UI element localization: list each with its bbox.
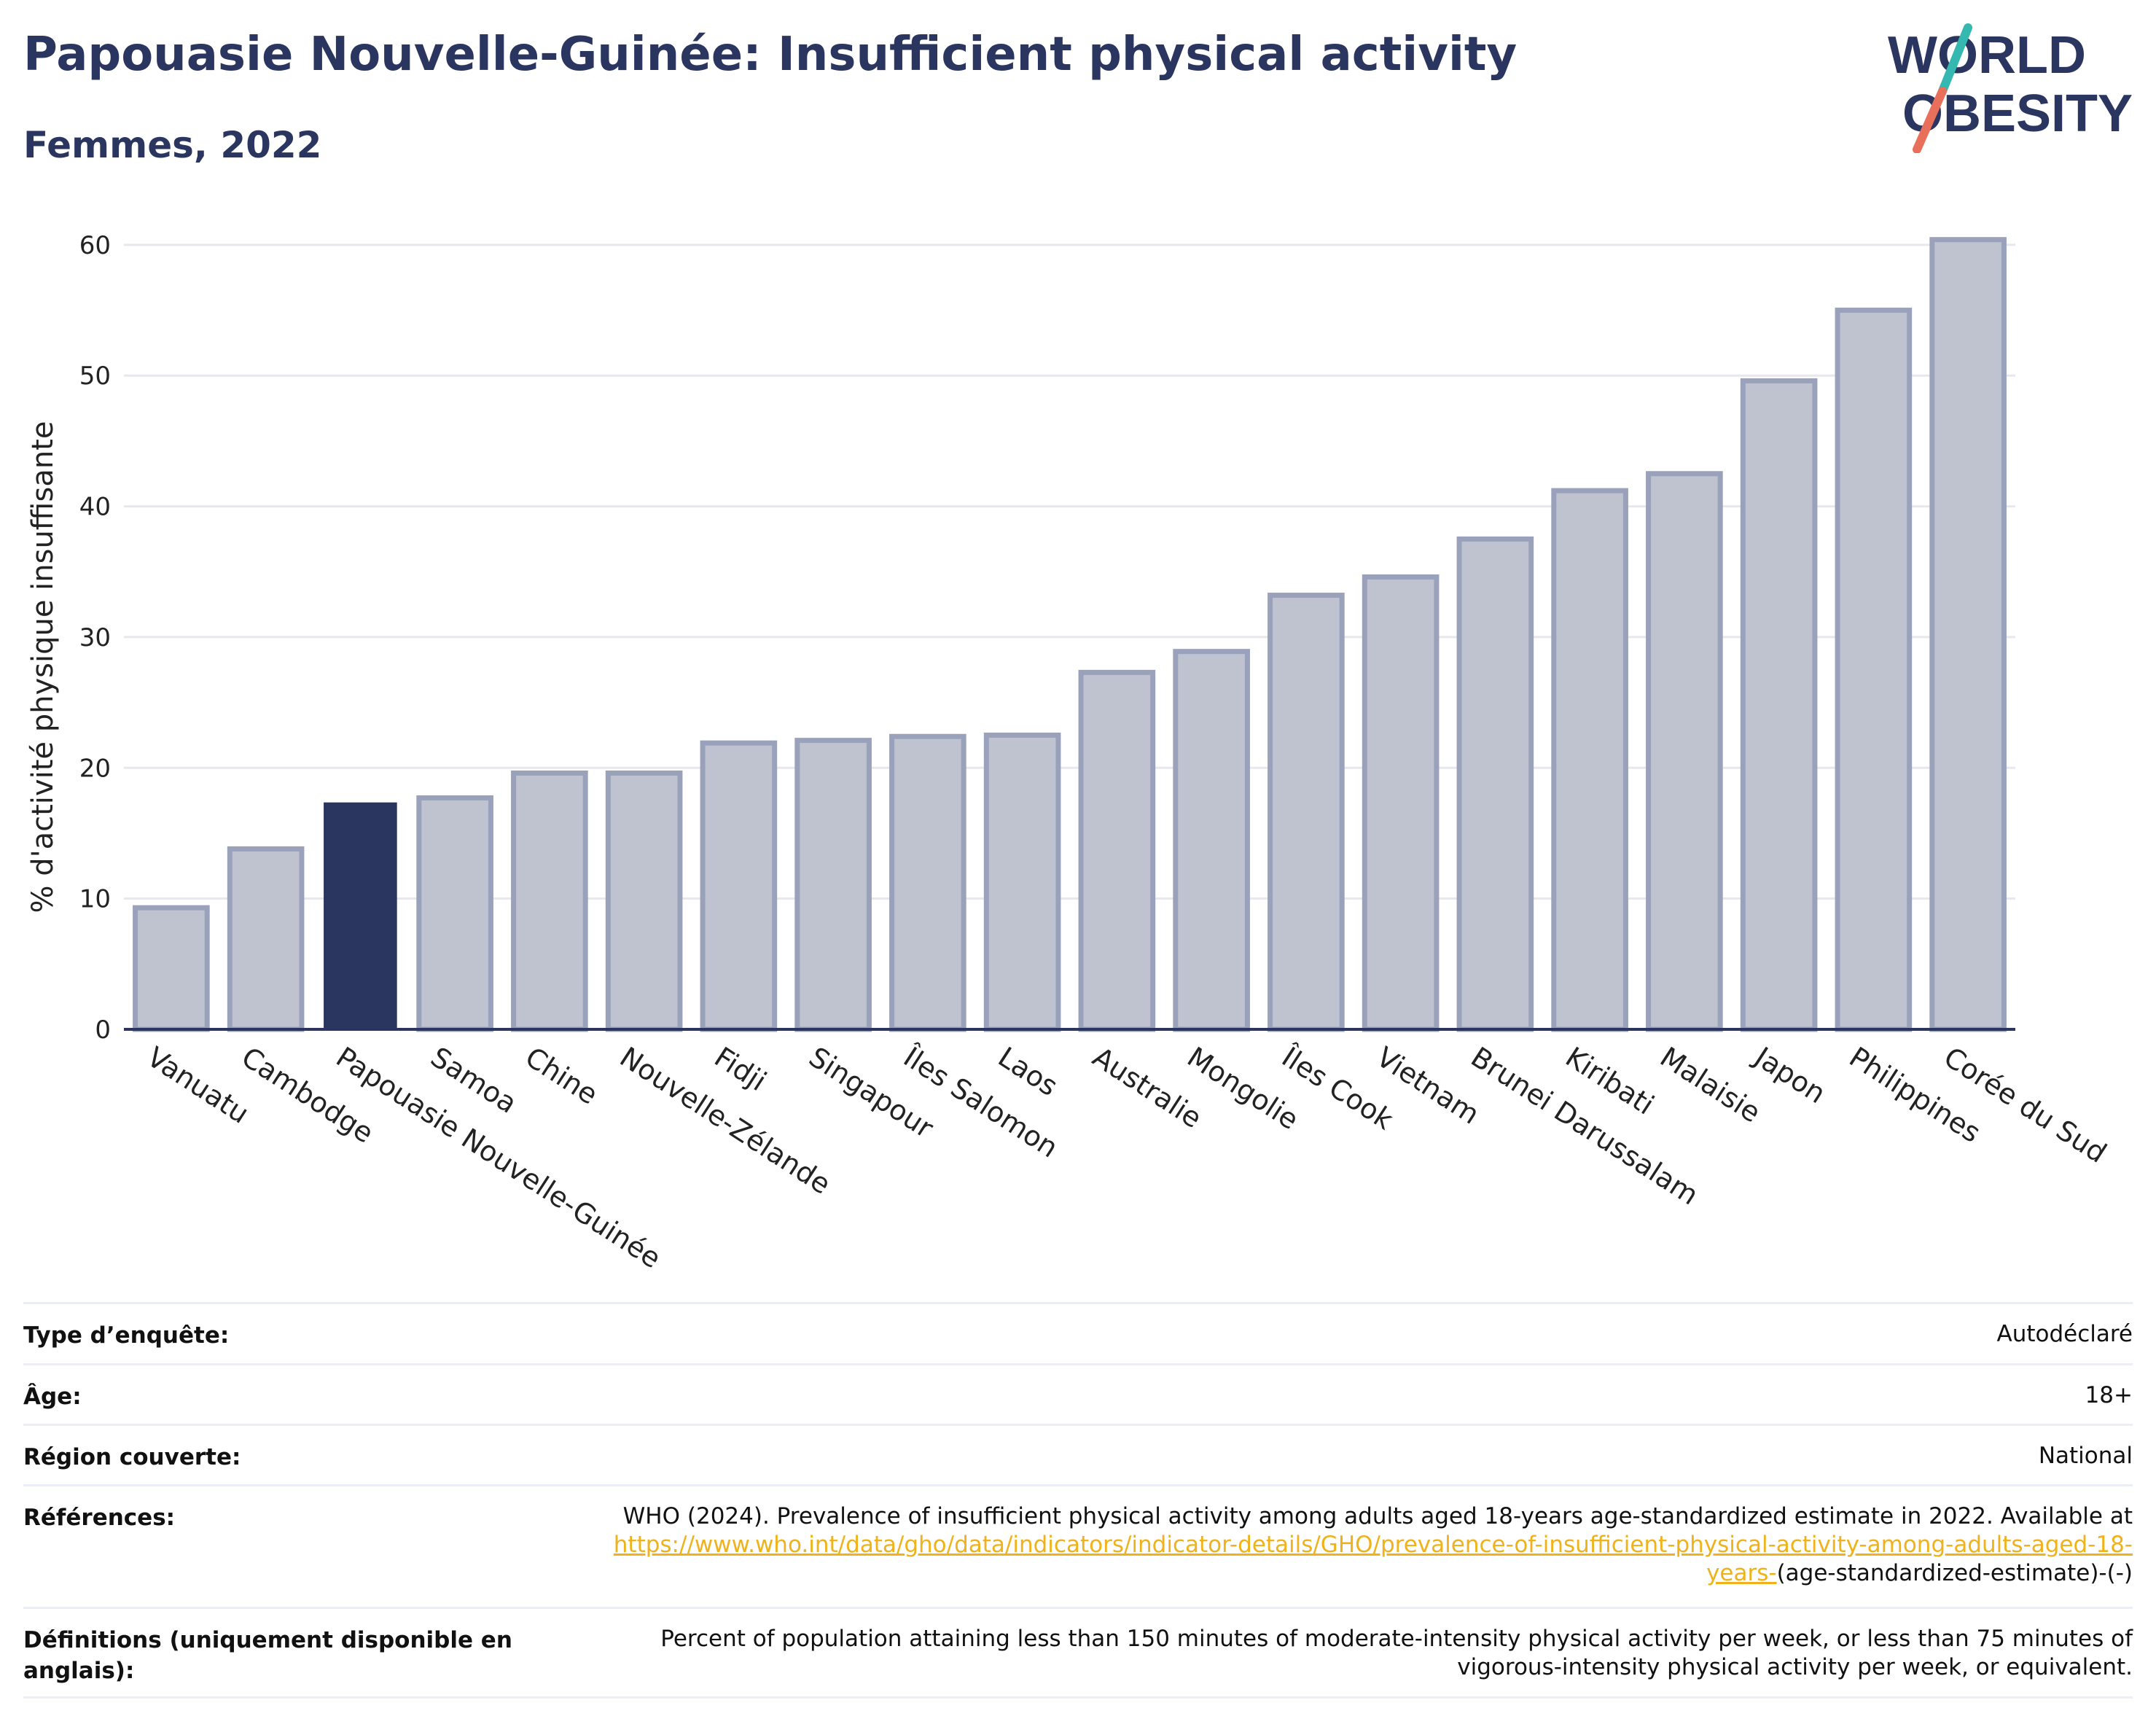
y-tick-label: 10 <box>79 885 111 914</box>
bar <box>700 740 778 1032</box>
info-row-references: Références: WHO (2024). Prevalence of in… <box>23 1484 2133 1607</box>
bar <box>794 738 872 1032</box>
x-tick-label: Fidji <box>708 1041 772 1098</box>
bar <box>983 732 1061 1032</box>
info-table: Type d’enquête: Autodéclaré Âge: 18+ Rég… <box>23 1302 2133 1699</box>
y-tick-label: 30 <box>79 623 111 652</box>
bar <box>1268 593 1345 1032</box>
y-tick-label: 60 <box>79 231 111 260</box>
bar <box>324 802 397 1031</box>
reference-text: WHO (2024). Prevalence of insufficient p… <box>622 1503 2133 1529</box>
bar <box>1646 471 1723 1032</box>
x-tick-label: Vanuatu <box>141 1041 254 1130</box>
bar <box>605 770 683 1032</box>
info-row-survey-type: Type d’enquête: Autodéclaré <box>23 1302 2133 1363</box>
logo-line-1: WORLD <box>1888 26 2086 85</box>
x-tick-label: Corée du Sud <box>1938 1041 2112 1169</box>
x-tick-label: Malaisie <box>1655 1041 1766 1129</box>
bars <box>133 237 2007 1032</box>
y-tick-label: 40 <box>79 493 111 522</box>
bar <box>1362 574 1440 1032</box>
bar <box>1078 669 1156 1032</box>
logo-slash-coral <box>1913 87 1947 153</box>
bar <box>1456 536 1534 1032</box>
grid-lines <box>124 243 2015 900</box>
info-row-age: Âge: 18+ <box>23 1363 2133 1424</box>
x-tick-label: Chine <box>520 1041 604 1111</box>
bar <box>416 795 493 1032</box>
info-value: 18+ <box>2085 1382 2133 1408</box>
info-value: WHO (2024). Prevalence of insufficient p… <box>566 1502 2133 1588</box>
info-key: Type d’enquête: <box>23 1322 230 1349</box>
y-axis-label: % d'activité physique insuffisante <box>26 421 60 913</box>
info-key: Âge: <box>23 1384 82 1410</box>
bar <box>511 770 588 1032</box>
world-obesity-logo: WORLD OBESITY <box>1888 23 2133 153</box>
info-key: Région couverte: <box>23 1444 241 1470</box>
info-value: Percent of population attaining less tha… <box>660 1626 2133 1680</box>
page-subtitle: Femmes, 2022 <box>23 124 322 166</box>
x-tick-label: Laos <box>993 1041 1063 1103</box>
bar <box>1173 649 1250 1032</box>
bar <box>227 846 305 1032</box>
x-tick-label: Papouasie Nouvelle-Guinée <box>330 1041 666 1275</box>
bar <box>1835 308 1913 1032</box>
info-row-definitions: Définitions (uniquement disponible en an… <box>23 1607 2133 1699</box>
info-value: Autodéclaré <box>1996 1321 2133 1347</box>
bar <box>889 733 966 1032</box>
bar <box>1551 488 1628 1032</box>
page-title: Papouasie Nouvelle-Guinée: Insufficient … <box>23 28 1518 82</box>
y-tick-label: 20 <box>79 754 111 783</box>
bar <box>1929 237 2007 1032</box>
logo-slash-teal <box>1938 23 1972 95</box>
info-value: National <box>2038 1443 2133 1469</box>
reference-link[interactable]: https://www.who.int/data/gho/data/indica… <box>613 1532 2133 1586</box>
axes: 0 10 20 30 40 50 60 <box>79 231 2015 1045</box>
bar <box>133 905 210 1032</box>
y-tick-label: 0 <box>95 1015 111 1045</box>
info-key: Références: <box>23 1505 176 1531</box>
reference-suffix: (age-standardized-estimate)-(-) <box>1776 1560 2133 1586</box>
info-row-region: Région couverte: National <box>23 1424 2133 1484</box>
y-tick-label: 50 <box>79 362 111 391</box>
info-key: Définitions (uniquement disponible en an… <box>23 1627 512 1684</box>
bar <box>1740 378 1818 1032</box>
